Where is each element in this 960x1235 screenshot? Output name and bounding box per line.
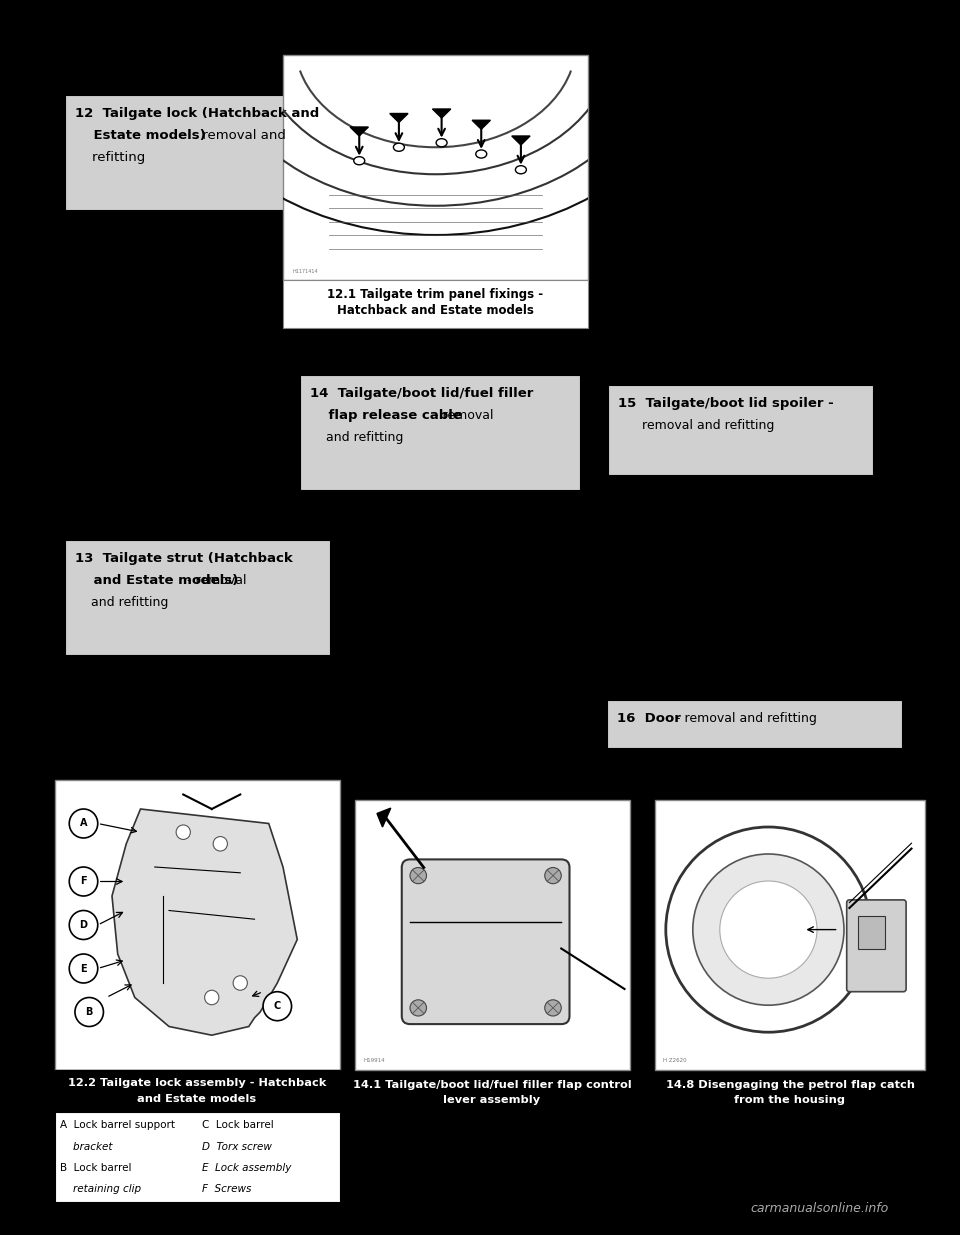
Text: - removal and: - removal and [189,128,286,142]
Text: F  Screws: F Screws [202,1184,252,1194]
Text: and refitting: and refitting [75,597,168,609]
Text: retaining clip: retaining clip [60,1184,141,1194]
Bar [608,385,873,475]
Text: 16  Door: 16 Door [617,713,681,725]
Text: flap release cable: flap release cable [310,409,462,422]
Text: removal and refitting: removal and refitting [618,419,775,432]
Bar [65,95,330,210]
Text: 13  Tailgate strut (Hatchback: 13 Tailgate strut (Hatchback [75,552,293,564]
Text: 12.2 Tailgate lock assembly - Hatchback: 12.2 Tailgate lock assembly - Hatchback [68,1078,326,1088]
Text: lever assembly: lever assembly [444,1095,540,1105]
Bar [55,781,340,1070]
Text: C  Lock barrel: C Lock barrel [202,1120,274,1130]
Text: 12  Tailgate lock (Hatchback and: 12 Tailgate lock (Hatchback and [75,107,320,120]
Text: bracket: bracket [60,1141,112,1151]
Text: and refitting: and refitting [310,431,403,445]
Bar [283,280,588,329]
Bar [355,800,630,1070]
Text: D  Torx screw: D Torx screw [202,1141,272,1151]
Text: - removal: - removal [183,574,247,587]
Text: and Estate models): and Estate models) [75,574,238,587]
Text: refitting: refitting [75,151,145,164]
Text: A  Lock barrel support: A Lock barrel support [60,1120,175,1130]
Text: - removal and refitting: - removal and refitting [672,713,817,725]
Text: 14.8 Disengaging the petrol flap catch: 14.8 Disengaging the petrol flap catch [665,1079,915,1091]
Text: - removal: - removal [430,409,493,422]
Text: B  Lock barrel: B Lock barrel [60,1163,132,1173]
Text: from the housing: from the housing [734,1095,846,1105]
Text: and Estate models: and Estate models [137,1094,256,1104]
Bar [655,800,925,1070]
Text: 15  Tailgate/boot lid spoiler -: 15 Tailgate/boot lid spoiler - [618,396,833,410]
Bar [607,700,902,748]
Text: Hatchback and Estate models: Hatchback and Estate models [337,304,534,317]
Text: 12.1 Tailgate trim panel fixings -: 12.1 Tailgate trim panel fixings - [327,288,543,301]
Bar [283,56,588,280]
Bar [55,1112,340,1202]
Text: carmanualsonline.info: carmanualsonline.info [751,1202,889,1215]
Bar [55,1070,340,1112]
Text: 14.1 Tailgate/boot lid/fuel filler flap control: 14.1 Tailgate/boot lid/fuel filler flap … [352,1079,632,1091]
Text: Estate models): Estate models) [75,128,205,142]
Bar [300,375,580,490]
Bar [65,540,330,655]
Text: E  Lock assembly: E Lock assembly [202,1163,292,1173]
Text: 14  Tailgate/boot lid/fuel filler: 14 Tailgate/boot lid/fuel filler [310,387,534,400]
